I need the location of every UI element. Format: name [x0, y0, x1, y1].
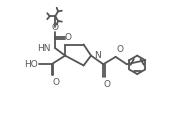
Text: O: O	[104, 80, 111, 89]
Text: HO: HO	[24, 60, 38, 69]
Text: O: O	[116, 45, 123, 54]
Text: O: O	[52, 23, 59, 32]
Text: HN: HN	[37, 44, 50, 53]
Text: N: N	[94, 51, 101, 60]
Text: O: O	[53, 78, 60, 87]
Text: O: O	[65, 33, 72, 42]
